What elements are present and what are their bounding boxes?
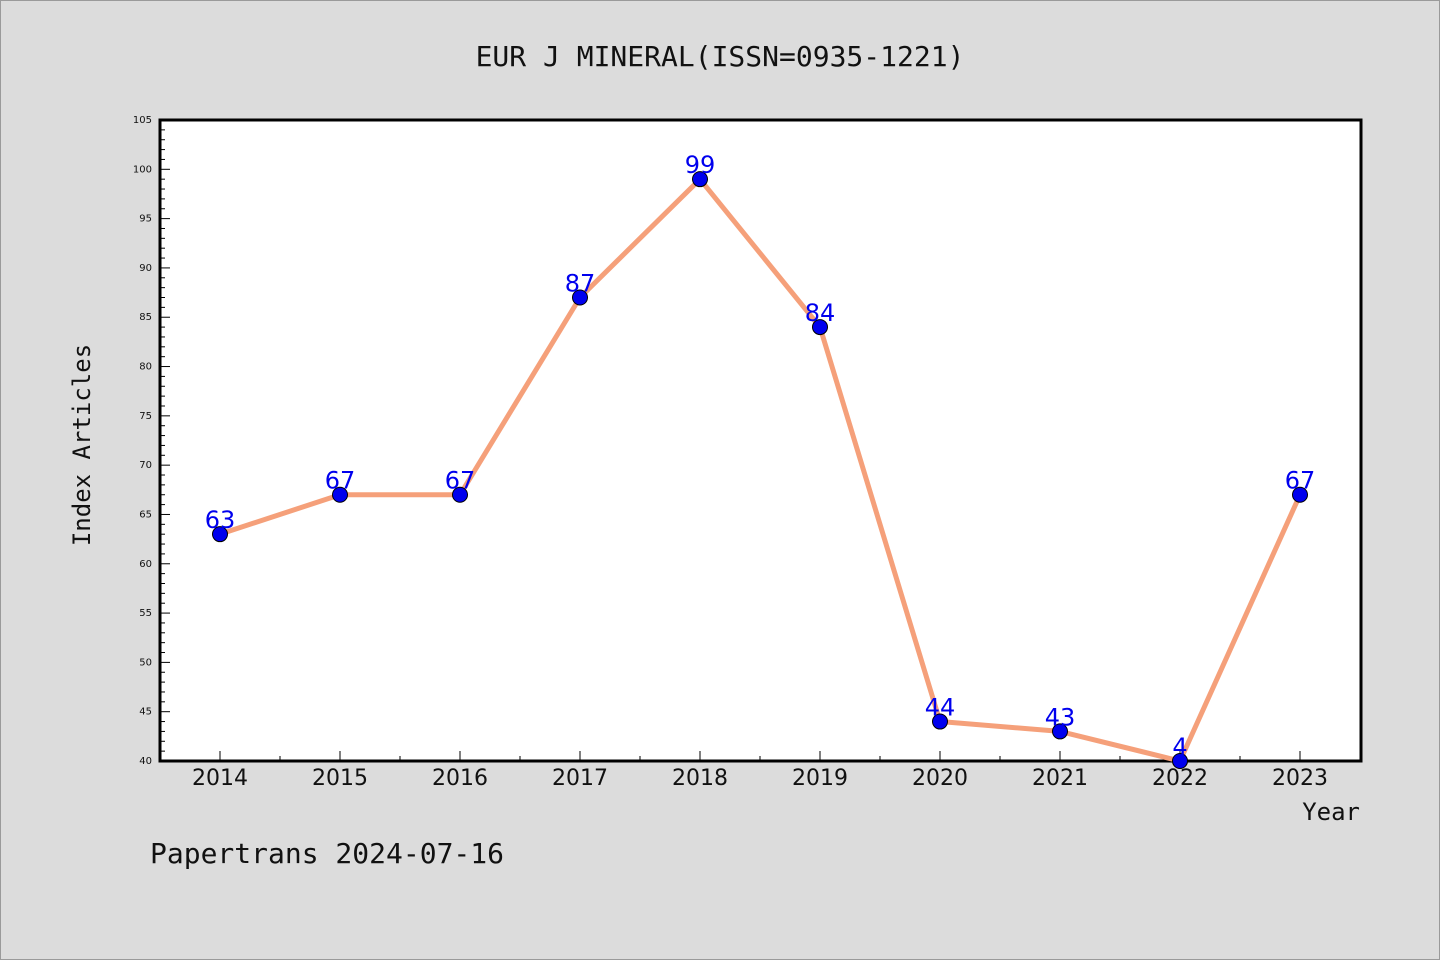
data-point-marker [1172, 753, 1188, 769]
y-tick-label: 50 [139, 657, 152, 668]
y-tick-label: 105 [133, 115, 152, 126]
y-tick-label: 60 [139, 559, 152, 570]
data-point-marker [212, 526, 228, 543]
data-label: 44 [925, 694, 956, 722]
y-tick-label: 55 [139, 608, 152, 619]
data-point-marker [932, 713, 948, 730]
x-tick-label: 2019 [792, 766, 848, 791]
data-point-marker [1292, 486, 1308, 503]
y-tick-label: 75 [139, 411, 152, 422]
data-point-marker [572, 289, 588, 306]
y-tick-label: 45 [139, 707, 152, 718]
y-tick-label: 90 [139, 263, 152, 274]
data-label: 67 [445, 467, 476, 495]
x-axis: 2014 2015 2016 2017 2018 2019 2020 2021 2022 2023 [192, 751, 1328, 791]
data-label: 63 [205, 506, 236, 534]
x-tick-label: 2020 [912, 766, 968, 791]
x-tick-label: 2023 [1272, 766, 1328, 791]
data-point-marker [812, 319, 828, 336]
y-tick-label: 85 [139, 312, 152, 323]
x-tick-label: 2014 [192, 766, 248, 791]
x-tick-label: 2021 [1032, 766, 1088, 791]
chart-title: EUR J MINERAL(ISSN=0935-1221) [476, 40, 965, 73]
data-label: 4 [1172, 733, 1187, 761]
y-axis: 40 45 50 55 60 65 70 75 80 85 90 95 100 105 [133, 115, 170, 767]
y-axis-label: Index Articles [68, 344, 96, 546]
x-tick-label: 2016 [432, 766, 488, 791]
y-tick-label: 70 [139, 460, 152, 471]
y-tick-label: 95 [139, 214, 152, 225]
data-label: 67 [325, 467, 356, 495]
x-tick-label: 2018 [672, 766, 728, 791]
y-tick-label: 80 [139, 362, 152, 373]
y-tick-label: 65 [139, 509, 152, 520]
data-point-marker [692, 171, 708, 188]
series-line [217, 176, 1303, 764]
data-point-marker [452, 486, 468, 503]
series-line-group [217, 176, 1303, 764]
x-tick-label: 2017 [552, 766, 608, 791]
data-point-marker [332, 486, 348, 503]
footer-date-stamp: Papertrans 2024-07-16 [150, 837, 504, 870]
data-label: 87 [565, 270, 596, 298]
data-labels: 63 67 67 87 99 84 44 43 4 67 [205, 151, 1316, 761]
data-label: 84 [805, 299, 836, 327]
data-label: 99 [685, 151, 716, 179]
data-points [212, 171, 1308, 769]
data-point-marker [1052, 723, 1068, 740]
y-tick-label: 100 [133, 164, 152, 175]
data-label: 67 [1285, 467, 1316, 495]
data-label: 43 [1045, 703, 1076, 731]
y-tick-label: 40 [139, 756, 152, 767]
plot-area [158, 118, 1363, 763]
x-tick-label: 2022 [1152, 766, 1208, 791]
x-axis-label: Year [1302, 798, 1360, 826]
x-tick-label: 2015 [312, 766, 368, 791]
